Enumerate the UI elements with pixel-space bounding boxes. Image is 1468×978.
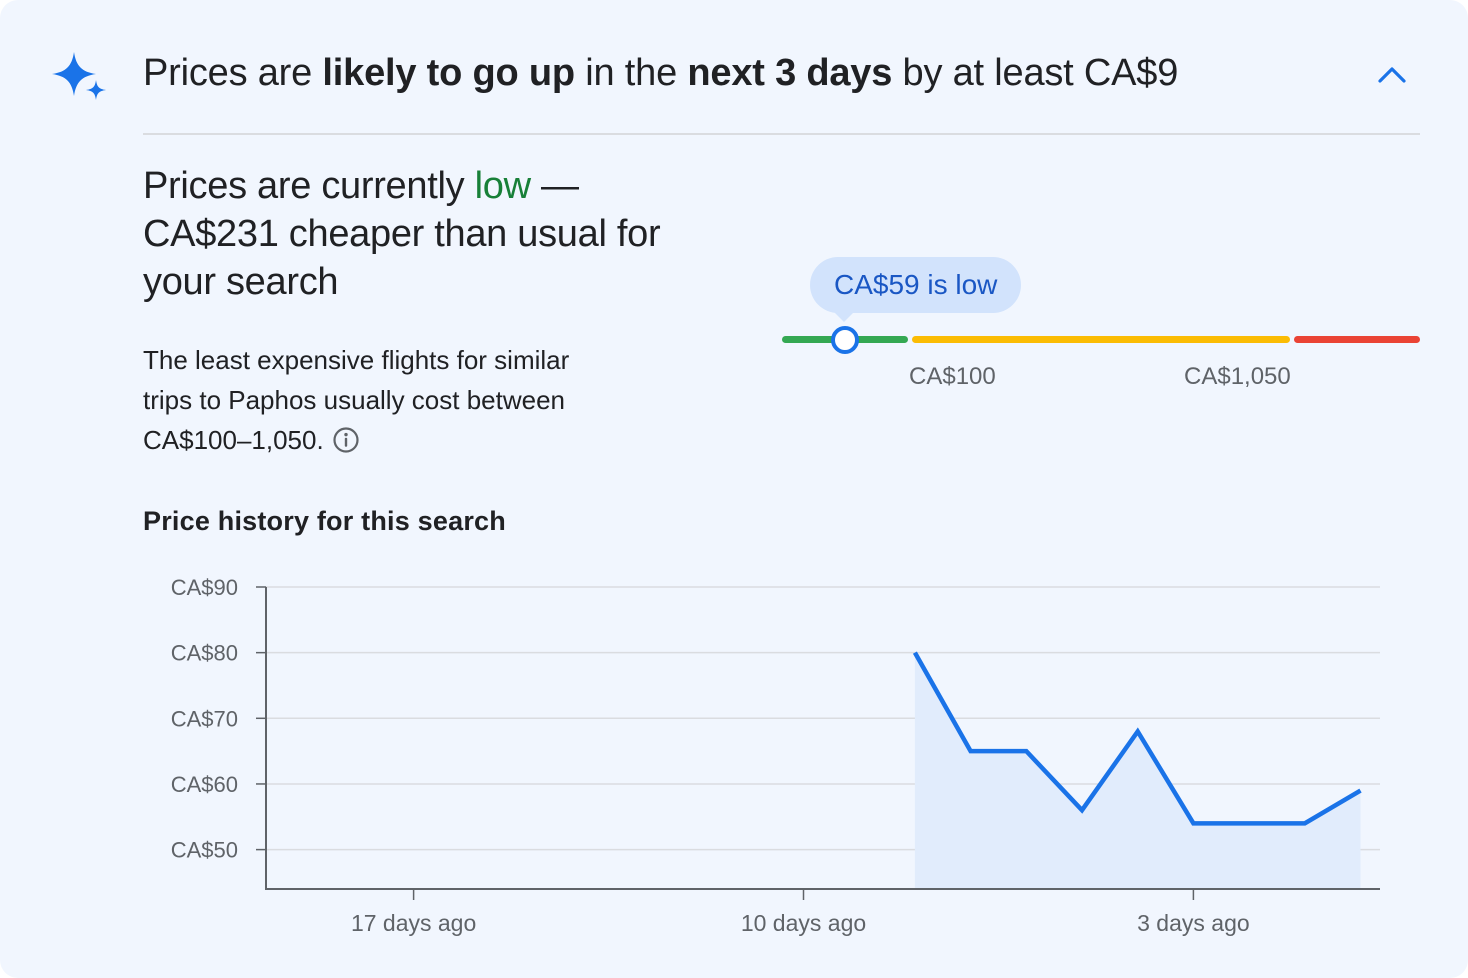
x-tick-label: 10 days ago: [741, 910, 866, 936]
description-text: The least expensive flights for similar …: [143, 345, 570, 455]
range-high-label: CA$1,050: [1184, 363, 1291, 390]
y-tick-label: CA$90: [171, 575, 238, 600]
y-tick-label: CA$80: [171, 641, 238, 666]
current-price-tooltip: CA$59 is low: [810, 257, 1022, 313]
headline-part-4: by at least CA$9: [892, 52, 1179, 94]
y-tick-label: CA$70: [171, 706, 238, 731]
x-tick-label: 17 days ago: [351, 910, 476, 936]
range-typical-segment: [912, 336, 1290, 343]
y-tick-label: CA$60: [171, 772, 238, 797]
price-description: The least expensive flights for similar …: [143, 340, 583, 460]
range-low-label: CA$100: [909, 363, 996, 390]
tooltip-pointer: [834, 312, 854, 322]
series-area: [914, 652, 1361, 889]
series-line: [912, 651, 1362, 826]
status-suffix: — CA$231 cheaper than usual for your sea…: [143, 165, 661, 303]
price-history-title: Price history for this search: [143, 506, 506, 536]
headline-part-2: in the: [574, 52, 688, 94]
info-icon[interactable]: [332, 425, 360, 453]
insight-headline: Prices are likely to go up in the next 3…: [143, 48, 1178, 98]
current-price-marker: [831, 326, 859, 354]
collapse-button[interactable]: [1372, 56, 1412, 92]
header-divider: [143, 133, 1420, 135]
status-prefix: Prices are currently: [143, 165, 475, 207]
y-tick-label: CA$50: [171, 838, 238, 863]
chevron-up-icon: [1378, 67, 1406, 83]
range-high-segment: [1294, 336, 1420, 343]
headline-part-1: likely to go up: [322, 52, 575, 94]
headline-part-0: Prices are: [143, 52, 323, 94]
status-level: low: [474, 165, 531, 207]
x-tick-label: 3 days ago: [1137, 910, 1250, 936]
headline-part-3: next 3 days: [687, 52, 893, 94]
sparkle-icon: [52, 52, 106, 100]
price-status-heading: Prices are currently low — CA$231 cheape…: [143, 162, 663, 306]
